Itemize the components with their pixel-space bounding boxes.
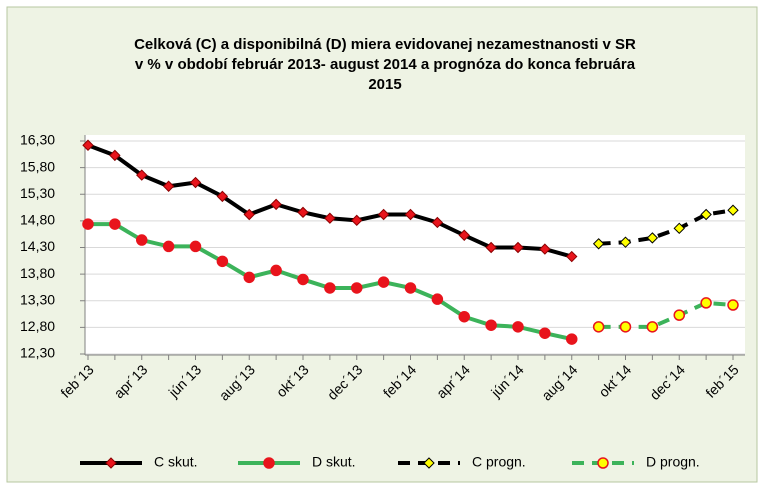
data-point	[297, 273, 309, 286]
data-point	[485, 241, 497, 254]
data-point	[136, 169, 148, 181]
data-point	[700, 297, 712, 309]
legend-label: D skut.	[312, 454, 356, 470]
y-tick-label: 12,80	[20, 318, 55, 334]
data-point	[243, 208, 255, 221]
data-point	[216, 190, 229, 203]
data-point	[109, 218, 121, 230]
data-point	[404, 282, 417, 294]
legend-marker	[263, 457, 275, 469]
data-point	[700, 208, 712, 221]
data-point	[646, 232, 659, 244]
data-point	[566, 333, 578, 345]
data-point	[619, 236, 632, 248]
data-point	[592, 238, 605, 250]
data-point	[512, 321, 524, 333]
y-tick-label: 14,30	[20, 238, 55, 254]
legend-marker	[105, 457, 117, 469]
y-tick-label: 15,80	[20, 158, 55, 174]
data-point	[297, 206, 309, 219]
y-tick-label: 16,30	[20, 132, 55, 148]
legend-label: C skut.	[154, 454, 198, 470]
data-point	[539, 243, 551, 255]
data-point	[727, 299, 739, 311]
legend-label: D progn.	[646, 454, 700, 470]
data-point	[539, 327, 551, 339]
data-point	[619, 321, 632, 333]
data-point	[189, 240, 202, 253]
data-point	[458, 229, 470, 241]
data-point	[673, 309, 685, 321]
data-point	[82, 139, 94, 151]
data-point	[270, 264, 282, 277]
legend-marker	[597, 457, 609, 469]
data-point	[431, 216, 444, 229]
data-point	[727, 204, 739, 216]
data-point	[243, 271, 255, 284]
data-point	[189, 176, 202, 189]
data-point	[592, 321, 605, 333]
legend-label: C progn.	[472, 454, 526, 470]
data-point	[82, 218, 94, 230]
data-point	[351, 214, 363, 227]
data-point	[162, 180, 175, 192]
data-point	[109, 149, 121, 162]
data-point	[324, 212, 336, 224]
chart-title: Celková (C) a disponibilná (D) miera evi…	[134, 36, 636, 53]
data-point	[673, 222, 685, 235]
data-point	[485, 319, 497, 331]
data-point	[566, 250, 578, 263]
y-tick-label: 14,80	[20, 212, 55, 228]
y-tick-label: 13,80	[20, 265, 55, 281]
chart-title: v % v období február 2013- august 2014 a…	[135, 56, 636, 73]
data-point	[512, 241, 524, 254]
data-point	[377, 276, 390, 288]
data-point	[136, 234, 148, 246]
y-tick-label: 15,30	[20, 185, 55, 201]
y-tick-label: 12,30	[20, 345, 55, 361]
data-point	[324, 282, 336, 294]
data-point	[351, 282, 363, 294]
data-point	[458, 310, 470, 323]
chart-title: 2015	[368, 76, 401, 93]
y-tick-label: 13,30	[20, 291, 55, 307]
data-point	[216, 255, 229, 268]
data-point	[270, 198, 282, 211]
data-point	[162, 240, 175, 253]
data-point	[646, 321, 659, 333]
data-point	[431, 293, 444, 305]
data-point	[377, 208, 390, 221]
data-point	[404, 208, 417, 221]
legend-marker	[423, 457, 435, 469]
